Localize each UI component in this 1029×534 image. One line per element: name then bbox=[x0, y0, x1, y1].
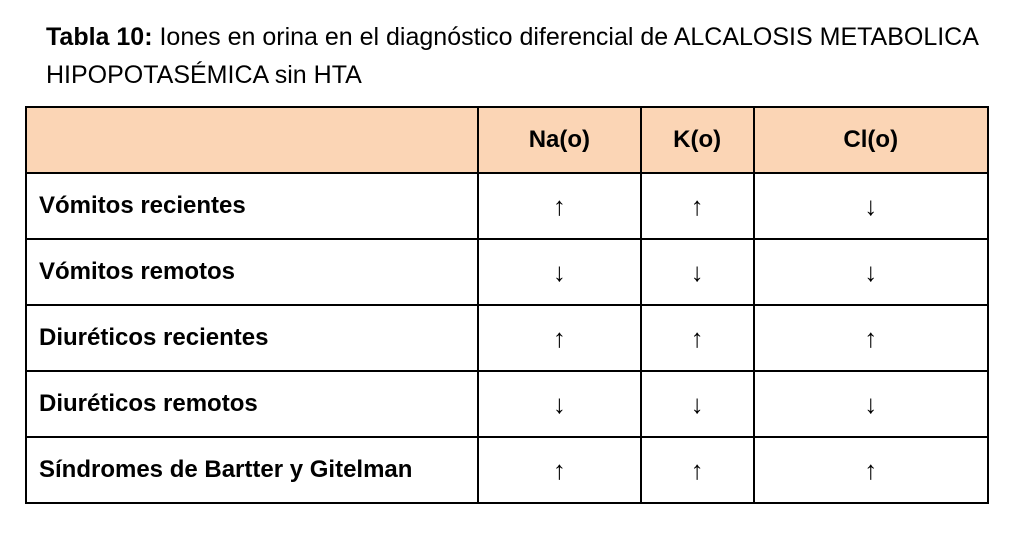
na-arrow-down-icon: ↓ bbox=[477, 370, 642, 438]
row-label: Diuréticos remotos bbox=[24, 370, 480, 438]
cl-arrow-up-icon: ↑ bbox=[752, 436, 990, 504]
ions-table: Na(o) K(o) Cl(o) Vómitos recientes ↑ ↑ ↓ Vóm… bbox=[24, 106, 990, 504]
na-arrow-up-icon: ↑ bbox=[477, 172, 642, 240]
header-row: Na(o) K(o) Cl(o) bbox=[24, 106, 990, 174]
na-arrow-down-icon: ↓ bbox=[477, 238, 642, 306]
cl-arrow-up-icon: ↑ bbox=[752, 304, 990, 372]
table-row: Vómitos recientes ↑ ↑ ↓ bbox=[24, 172, 990, 240]
header-k: K(o) bbox=[639, 106, 755, 174]
k-arrow-down-icon: ↓ bbox=[639, 370, 755, 438]
table-row: Diuréticos remotos ↓ ↓ ↓ bbox=[24, 370, 990, 438]
cl-arrow-down-icon: ↓ bbox=[752, 172, 990, 240]
k-arrow-up-icon: ↑ bbox=[639, 172, 755, 240]
row-label: Diuréticos recientes bbox=[24, 304, 480, 372]
k-arrow-up-icon: ↑ bbox=[639, 436, 755, 504]
table-row: Diuréticos recientes ↑ ↑ ↑ bbox=[24, 304, 990, 372]
cl-arrow-down-icon: ↓ bbox=[752, 370, 990, 438]
na-arrow-up-icon: ↑ bbox=[477, 304, 642, 372]
k-arrow-down-icon: ↓ bbox=[639, 238, 755, 306]
header-na: Na(o) bbox=[477, 106, 642, 174]
row-label: Vómitos remotos bbox=[24, 238, 480, 306]
row-label: Síndromes de Bartter y Gitelman bbox=[24, 436, 480, 504]
row-label: Vómitos recientes bbox=[24, 172, 480, 240]
table-row: Síndromes de Bartter y Gitelman ↑ ↑ ↑ bbox=[24, 436, 990, 504]
k-arrow-up-icon: ↑ bbox=[639, 304, 755, 372]
table-caption: Tabla 10: Iones en orina en el diagnósti… bbox=[46, 18, 1006, 94]
header-cl: Cl(o) bbox=[752, 106, 990, 174]
caption-text: Iones en orina en el diagnóstico diferen… bbox=[46, 23, 978, 89]
table-row: Vómitos remotos ↓ ↓ ↓ bbox=[24, 238, 990, 306]
header-empty bbox=[24, 106, 480, 174]
na-arrow-up-icon: ↑ bbox=[477, 436, 642, 504]
caption-label: Tabla 10: bbox=[46, 23, 153, 51]
cl-arrow-down-icon: ↓ bbox=[752, 238, 990, 306]
